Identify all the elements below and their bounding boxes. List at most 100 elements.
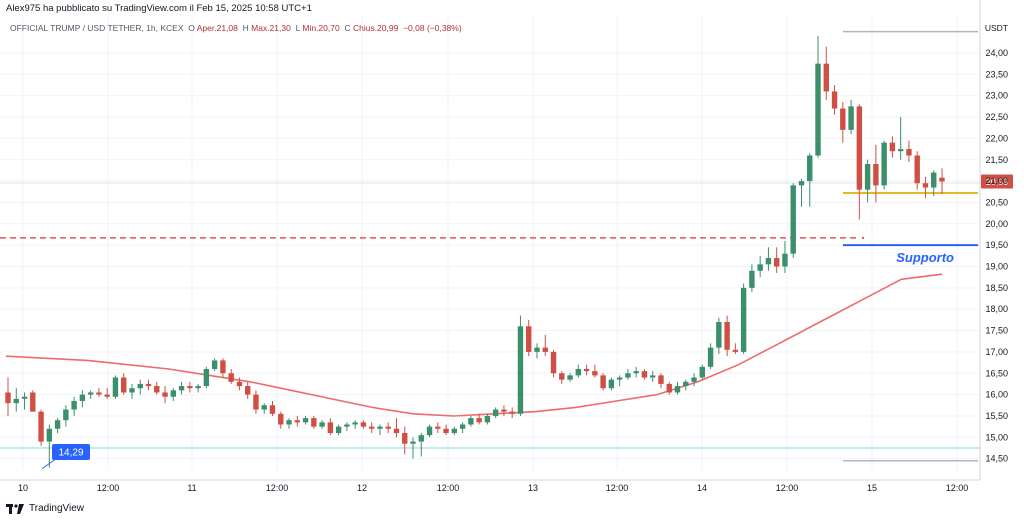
candle (145, 379, 152, 391)
candle (178, 381, 185, 395)
last-price-badge-label: 20,99 (986, 177, 1009, 187)
candle (765, 247, 772, 271)
candle (459, 422, 466, 434)
y-tick-label: 20,50 (985, 197, 1008, 207)
candle-body (269, 405, 276, 414)
candle-body (170, 390, 177, 397)
candle (707, 343, 714, 369)
candle-body (674, 386, 681, 393)
candle (492, 407, 499, 419)
candle-body (782, 253, 788, 267)
candle-body (831, 91, 838, 109)
candle-body (592, 371, 598, 376)
candle-body (46, 428, 53, 442)
candle-body (517, 326, 524, 414)
low-label: L (295, 23, 300, 33)
candle (368, 422, 375, 434)
candle (683, 379, 689, 391)
candle-body (567, 375, 573, 380)
candle-body (575, 368, 582, 376)
candle-body (344, 424, 350, 427)
candle-body (261, 405, 267, 410)
candle-body (749, 270, 755, 288)
candle (294, 415, 300, 427)
candle-body (534, 347, 540, 352)
x-tick-label: 12:00 (606, 483, 629, 493)
candle-body (21, 396, 28, 399)
candle-body (211, 360, 218, 369)
candle-body (807, 155, 813, 182)
candle-body (418, 435, 424, 442)
footer-branding[interactable]: TradingView (6, 503, 84, 514)
candle (641, 368, 648, 380)
candle-body (616, 377, 623, 380)
candle-body (550, 351, 557, 374)
candle-body (435, 426, 441, 429)
y-tick-label: 21,00 (985, 176, 1008, 186)
close-value: Chius.20,99 (352, 23, 399, 33)
y-tick-label: 17,00 (985, 347, 1008, 357)
candle (922, 176, 929, 199)
candle-body (294, 420, 300, 423)
candle (13, 388, 19, 412)
candle (63, 405, 69, 427)
candle-body (87, 392, 94, 395)
candle (484, 413, 491, 425)
candle (567, 373, 573, 382)
candle-body (509, 411, 515, 414)
candle-body (393, 428, 400, 434)
candle (823, 46, 829, 100)
candle (302, 415, 309, 425)
x-tick-label: 13 (528, 483, 538, 493)
x-tick-label: 12:00 (437, 483, 460, 493)
price-axis[interactable]: 14,50 15,00 15,50 16,00 16,50 17,00 17,50 18,00… (979, 0, 1008, 480)
candle-body (732, 349, 739, 352)
dashed-line-end-dot (861, 236, 865, 240)
candle-body (600, 375, 606, 389)
candle-body (658, 375, 664, 384)
candle-body (798, 181, 805, 186)
candle-body (402, 433, 408, 444)
candle (749, 264, 755, 293)
candle-body (492, 409, 499, 416)
chart-grid (0, 16, 980, 470)
candle (402, 426, 408, 455)
candle-body (195, 386, 201, 389)
time-axis[interactable]: 10 12:00 11 12:00 12 12:00 13 12:00 14 12:00 15 12:… (0, 479, 980, 493)
candle-body (129, 388, 135, 393)
last-price-badge (981, 174, 1013, 189)
candle (393, 418, 400, 438)
candle (740, 283, 747, 355)
candle (360, 420, 367, 429)
candle (385, 422, 391, 434)
candle-body (443, 428, 449, 434)
candle (716, 317, 722, 355)
y-tick-label: 15,00 (985, 432, 1008, 442)
candle (517, 315, 524, 416)
candle-body (773, 257, 780, 267)
x-tick-label: 12:00 (97, 483, 120, 493)
candle-body (302, 418, 309, 423)
candle (608, 377, 615, 391)
y-tick-label: 20,00 (985, 219, 1008, 229)
candle (30, 390, 36, 412)
candle (96, 388, 102, 397)
candle (451, 426, 458, 436)
candle (526, 319, 532, 357)
candle (616, 375, 623, 387)
candle-body (360, 422, 367, 427)
y-tick-label: 22,00 (985, 133, 1008, 143)
candle-body (716, 322, 722, 348)
candle (261, 403, 267, 414)
candle-body (881, 142, 887, 186)
high-value: Max.21,30 (251, 23, 291, 33)
low-marker-label: 14,29 (58, 448, 83, 459)
candle (104, 388, 110, 399)
tradingview-brand: TradingView (29, 503, 85, 514)
candle-body (278, 413, 284, 425)
candle (344, 422, 350, 431)
candle (881, 140, 887, 190)
candle-body (319, 422, 325, 427)
candle-body (311, 418, 317, 427)
